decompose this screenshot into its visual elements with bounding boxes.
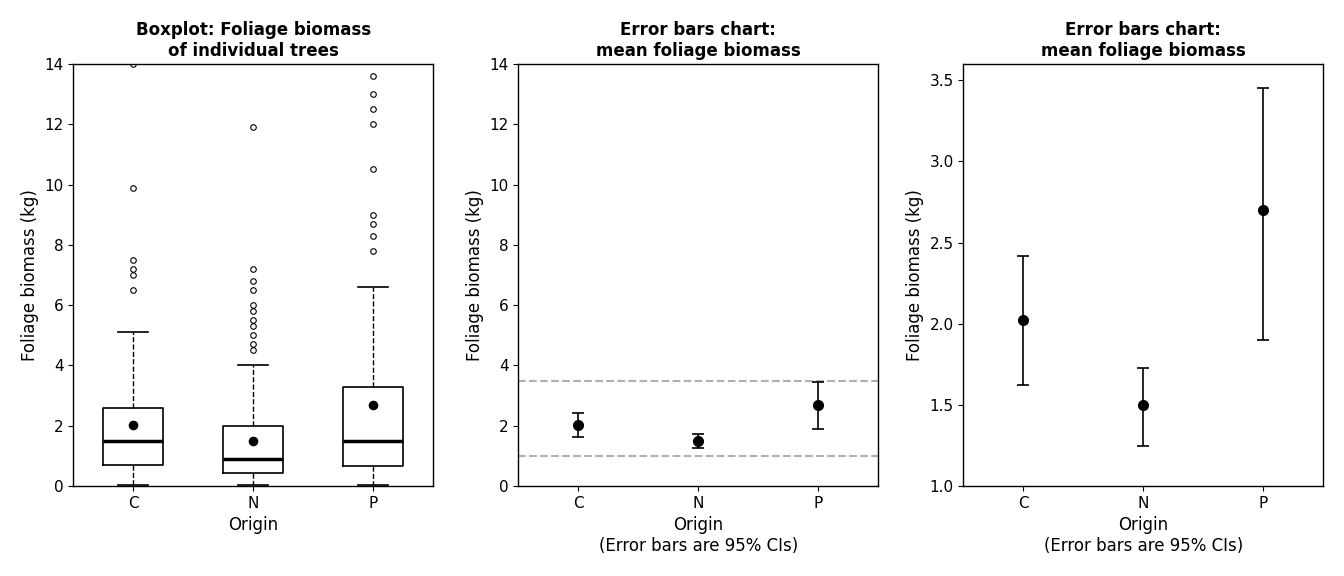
Title: Error bars chart:
mean foliage biomass: Error bars chart: mean foliage biomass	[595, 21, 801, 60]
X-axis label: Origin: Origin	[228, 516, 278, 535]
Y-axis label: Foliage biomass (kg): Foliage biomass (kg)	[906, 189, 923, 361]
X-axis label: Origin
(Error bars are 95% CIs): Origin (Error bars are 95% CIs)	[598, 516, 798, 555]
Title: Boxplot: Foliage biomass
of individual trees: Boxplot: Foliage biomass of individual t…	[136, 21, 371, 60]
Y-axis label: Foliage biomass (kg): Foliage biomass (kg)	[22, 189, 39, 361]
Point	[122, 420, 144, 430]
Point	[242, 436, 263, 445]
Y-axis label: Foliage biomass (kg): Foliage biomass (kg)	[466, 189, 484, 361]
Point	[363, 400, 384, 410]
X-axis label: Origin
(Error bars are 95% CIs): Origin (Error bars are 95% CIs)	[1044, 516, 1243, 555]
Title: Error bars chart:
mean foliage biomass: Error bars chart: mean foliage biomass	[1040, 21, 1246, 60]
